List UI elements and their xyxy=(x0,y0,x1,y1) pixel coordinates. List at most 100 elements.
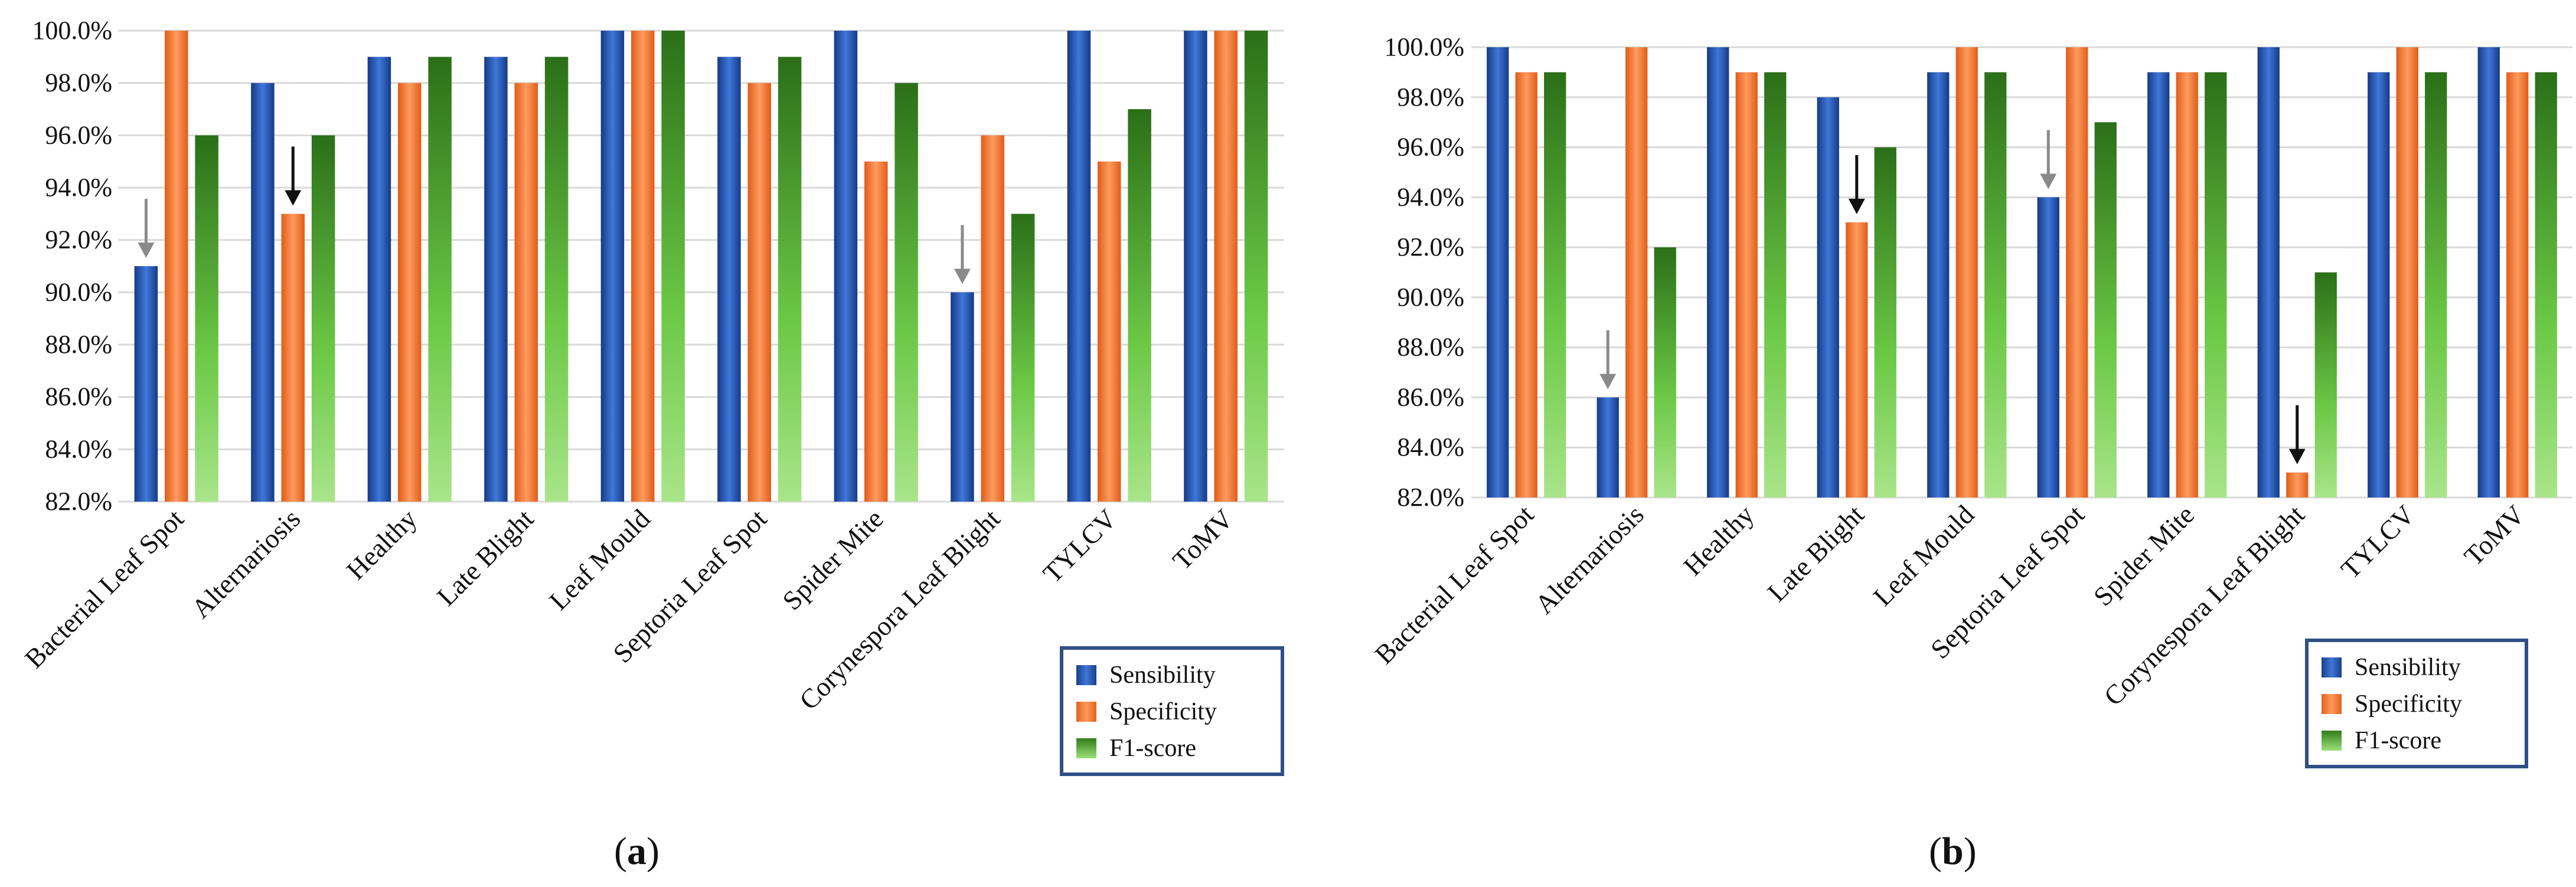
x-tick-label: Alternariosis xyxy=(1529,499,1650,620)
y-tick-label: 84.0% xyxy=(1397,433,1464,461)
annotation-arrow-alternariosis xyxy=(285,146,302,206)
bar-specificity-bacterial-leaf-spot xyxy=(165,31,188,502)
y-tick-label: 86.0% xyxy=(45,382,112,411)
bar-specificity-tylcv xyxy=(1098,161,1121,502)
x-tick-label: ToMV xyxy=(1167,503,1239,575)
x-tick-label: Leaf Mould xyxy=(1867,499,1980,612)
bar-sensibility-alternariosis xyxy=(1596,397,1619,497)
legend-label-f1-score: F1-score xyxy=(1109,735,1196,762)
legend-swatch-f1-score xyxy=(2322,731,2342,751)
bar-specificity-tomv xyxy=(2506,72,2529,497)
x-tick-label: Leaf Mould xyxy=(543,503,656,616)
y-tick-label: 88.0% xyxy=(1397,333,1464,362)
y-tick-label: 84.0% xyxy=(45,434,112,463)
bar-specificity-corynespora-leaf-blight xyxy=(981,135,1004,502)
chart-svg-a: 82.0% 84.0% 86.0% 88.0% 90.0% 92.0% 94.0% 96.0%… xyxy=(19,16,1284,715)
bar-specificity-leaf-mould xyxy=(1955,47,1978,497)
legend-item-f1-score: F1-score xyxy=(2322,726,2441,755)
legend-swatch-specificity xyxy=(1076,702,1096,722)
x-tick-label: Healthy xyxy=(1677,499,1759,581)
y-tick-label: 100.0% xyxy=(1384,32,1464,61)
y-tick-label: 86.0% xyxy=(1397,382,1464,411)
chart-panel-b: 82.0% 84.0% 86.0% 88.0% 90.0% 92.0% 94.0% 96.0%… xyxy=(1288,0,2576,887)
bar-f1-score-septoria-leaf-spot xyxy=(2094,122,2117,497)
bar-f1-score-leaf-mould xyxy=(661,31,685,502)
chart-panel-a: 82.0% 84.0% 86.0% 88.0% 90.0% 92.0% 94.0% 96.0%… xyxy=(19,16,1284,873)
bar-sensibility-healthy xyxy=(367,57,391,502)
bar-sensibility-tylcv xyxy=(1067,31,1091,502)
bar-f1-score-healthy xyxy=(428,57,452,502)
bar-specificity-leaf-mould xyxy=(631,31,655,502)
annotation-arrow-corynespora-leaf-blight xyxy=(2288,405,2306,464)
bar-sensibility-alternariosis xyxy=(251,83,275,502)
x-tick-label: Alternariosis xyxy=(185,503,306,624)
bar-sensibility-corynespora-leaf-blight xyxy=(2257,47,2280,497)
legend-swatch-specificity xyxy=(2322,694,2342,714)
bar-f1-score-alternariosis xyxy=(1654,247,1676,497)
bar-f1-score-corynespora-leaf-blight xyxy=(1011,214,1035,502)
y-tick-label: 92.0% xyxy=(45,225,112,254)
bar-sensibility-spider-mite xyxy=(2147,72,2170,497)
y-tick-label: 100.0% xyxy=(32,16,112,45)
legend-swatch-f1-score xyxy=(1076,738,1096,758)
bar-sensibility-tomv xyxy=(1184,31,1207,502)
y-tick-label: 98.0% xyxy=(45,68,112,97)
legend-label-specificity: Specificity xyxy=(2355,690,2462,718)
bar-sensibility-late-blight xyxy=(484,57,508,502)
y-tick-label: 96.0% xyxy=(45,120,112,149)
x-tick-label: Spider Mite xyxy=(776,503,889,616)
bar-specificity-tomv xyxy=(1214,31,1238,502)
bar-sensibility-late-blight xyxy=(1817,97,1839,497)
bar-specificity-spider-mite xyxy=(864,161,888,502)
bar-sensibility-healthy xyxy=(1707,47,1729,497)
bar-specificity-tylcv xyxy=(2396,47,2418,497)
annotation-arrow-corynespora-leaf-blight xyxy=(954,225,971,284)
y-tick-label: 94.0% xyxy=(1397,182,1464,211)
bar-f1-score-spider-mite xyxy=(894,83,918,502)
bar-specificity-alternariosis xyxy=(281,214,305,502)
bar-specificity-corynespora-leaf-blight xyxy=(2286,472,2309,497)
x-tick-label: Late Blight xyxy=(1762,499,1870,607)
legend-label-sensibility: Sensibility xyxy=(2355,654,2461,681)
y-tick-label: 90.0% xyxy=(1397,283,1464,312)
x-tick-label: TYLCV xyxy=(1037,503,1122,588)
y-tick-label: 98.0% xyxy=(1397,83,1464,112)
bar-f1-score-spider-mite xyxy=(2205,72,2227,497)
y-tick-label: 90.0% xyxy=(45,277,112,306)
legend-swatch-sensibility xyxy=(2322,657,2342,677)
legend-a: Sensibility Specificity F1-score xyxy=(1060,646,1284,776)
bar-sensibility-leaf-mould xyxy=(600,31,625,502)
annotation-arrow-septoria-leaf-spot xyxy=(2040,130,2057,189)
chart-svg-b: 82.0% 84.0% 86.0% 88.0% 90.0% 92.0% 94.0% 96.0%… xyxy=(1369,32,2572,712)
x-tick-label: Corynespora Leaf Blight xyxy=(2098,499,2310,712)
panel-caption-a: (a) xyxy=(614,830,659,873)
legend-item-sensibility: Sensibility xyxy=(1076,660,1216,690)
annotation-arrow-alternariosis xyxy=(1599,330,1617,390)
bar-f1-score-tomv xyxy=(1244,31,1268,502)
y-tick-label: 82.0% xyxy=(1397,483,1464,512)
y-tick-label: 82.0% xyxy=(45,487,112,516)
bar-f1-score-bacterial-leaf-spot xyxy=(195,135,218,502)
bar-f1-score-tylcv xyxy=(2425,72,2447,497)
x-tick-label: Spider Mite xyxy=(2088,499,2200,612)
legend-swatch-sensibility xyxy=(1076,665,1096,685)
legend-item-specificity: Specificity xyxy=(2322,689,2462,719)
bar-sensibility-tomv xyxy=(2477,47,2500,497)
bar-specificity-septoria-leaf-spot xyxy=(2066,47,2088,497)
bar-f1-score-bacterial-leaf-spot xyxy=(1544,72,1566,497)
legend-label-specificity: Specificity xyxy=(1109,698,1217,725)
bar-sensibility-tylcv xyxy=(2368,72,2390,497)
x-tick-label: Bacterial Leaf Spot xyxy=(19,503,190,674)
y-tick-label: 96.0% xyxy=(1397,133,1464,162)
bar-sensibility-spider-mite xyxy=(834,31,858,502)
bar-sensibility-septoria-leaf-spot xyxy=(2037,197,2059,497)
legend-item-f1-score: F1-score xyxy=(1076,734,1196,763)
x-tick-label: TYLCV xyxy=(2335,499,2420,584)
annotation-arrow-late-blight xyxy=(1848,155,1865,214)
legend-item-specificity: Specificity xyxy=(1076,697,1217,726)
bar-specificity-late-blight xyxy=(514,83,538,502)
bar-sensibility-bacterial-leaf-spot xyxy=(1487,47,1509,497)
bar-f1-score-tylcv xyxy=(1128,109,1151,502)
bar-f1-score-septoria-leaf-spot xyxy=(778,57,802,502)
x-tick-label: ToMV xyxy=(2458,499,2530,571)
